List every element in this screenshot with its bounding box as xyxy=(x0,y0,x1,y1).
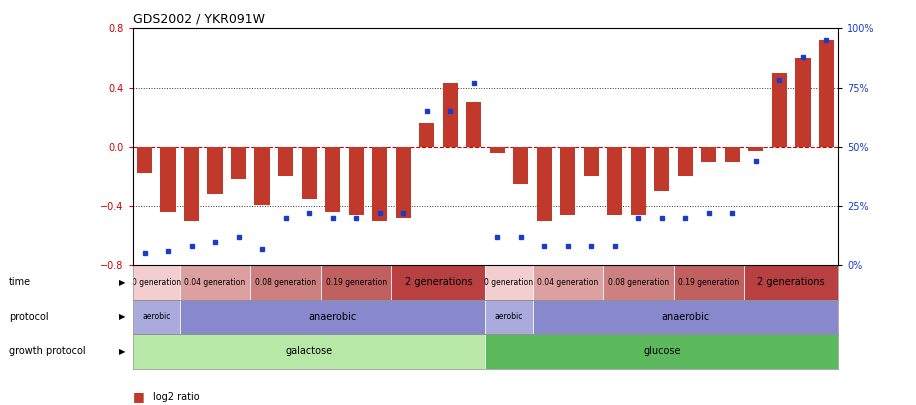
Bar xyxy=(701,147,716,162)
Bar xyxy=(391,265,485,300)
Bar xyxy=(630,147,646,215)
Text: anaerobic: anaerobic xyxy=(309,312,357,322)
Text: anaerobic: anaerobic xyxy=(661,312,710,322)
Bar xyxy=(748,147,764,151)
Bar xyxy=(180,300,485,334)
Text: ▶: ▶ xyxy=(119,347,125,356)
Bar xyxy=(466,102,482,147)
Bar xyxy=(160,147,176,212)
Bar xyxy=(133,334,485,369)
Text: 0 generation: 0 generation xyxy=(485,278,533,287)
Bar xyxy=(231,147,246,179)
Text: glucose: glucose xyxy=(643,346,681,356)
Bar xyxy=(250,265,321,300)
Bar xyxy=(607,147,623,215)
Bar xyxy=(819,40,834,147)
Bar xyxy=(325,147,341,212)
Bar xyxy=(278,147,293,177)
Bar xyxy=(725,147,740,162)
Bar xyxy=(133,265,180,300)
Bar xyxy=(396,147,411,218)
Bar xyxy=(603,265,673,300)
Bar xyxy=(348,147,364,215)
Text: time: time xyxy=(9,277,31,288)
Bar xyxy=(678,147,693,177)
Bar xyxy=(180,265,250,300)
Bar xyxy=(485,334,838,369)
Bar xyxy=(419,123,434,147)
Bar xyxy=(532,265,603,300)
Text: 0 generation: 0 generation xyxy=(132,278,180,287)
Bar xyxy=(744,265,838,300)
Bar xyxy=(207,147,223,194)
Bar xyxy=(795,58,811,147)
Text: ▶: ▶ xyxy=(119,312,125,322)
Bar xyxy=(513,147,529,184)
Bar xyxy=(489,147,505,153)
Bar xyxy=(485,265,532,300)
Text: 0.04 generation: 0.04 generation xyxy=(184,278,245,287)
Bar xyxy=(372,147,387,221)
Bar xyxy=(673,265,744,300)
Text: ■: ■ xyxy=(133,390,145,403)
Bar xyxy=(654,147,670,191)
Bar xyxy=(184,147,200,221)
Text: growth protocol: growth protocol xyxy=(9,346,86,356)
Bar xyxy=(133,300,180,334)
Bar xyxy=(442,83,458,147)
Text: protocol: protocol xyxy=(9,312,49,322)
Bar xyxy=(321,265,391,300)
Text: 0.04 generation: 0.04 generation xyxy=(537,278,598,287)
Text: ▶: ▶ xyxy=(119,278,125,287)
Text: aerobic: aerobic xyxy=(495,312,523,322)
Text: galactose: galactose xyxy=(286,346,333,356)
Bar xyxy=(771,73,787,147)
Text: 2 generations: 2 generations xyxy=(758,277,825,288)
Bar xyxy=(560,147,575,215)
Bar xyxy=(485,300,532,334)
Bar xyxy=(532,300,838,334)
Bar xyxy=(301,147,317,198)
Text: 0.08 generation: 0.08 generation xyxy=(607,278,669,287)
Text: 0.08 generation: 0.08 generation xyxy=(255,278,316,287)
Text: 2 generations: 2 generations xyxy=(405,277,473,288)
Bar xyxy=(255,147,270,205)
Text: GDS2002 / YKR091W: GDS2002 / YKR091W xyxy=(133,13,265,26)
Bar xyxy=(136,147,152,173)
Text: aerobic: aerobic xyxy=(142,312,170,322)
Bar xyxy=(537,147,552,221)
Text: 0.19 generation: 0.19 generation xyxy=(678,278,739,287)
Text: log2 ratio: log2 ratio xyxy=(153,392,200,402)
Bar xyxy=(583,147,599,177)
Text: 0.19 generation: 0.19 generation xyxy=(325,278,387,287)
